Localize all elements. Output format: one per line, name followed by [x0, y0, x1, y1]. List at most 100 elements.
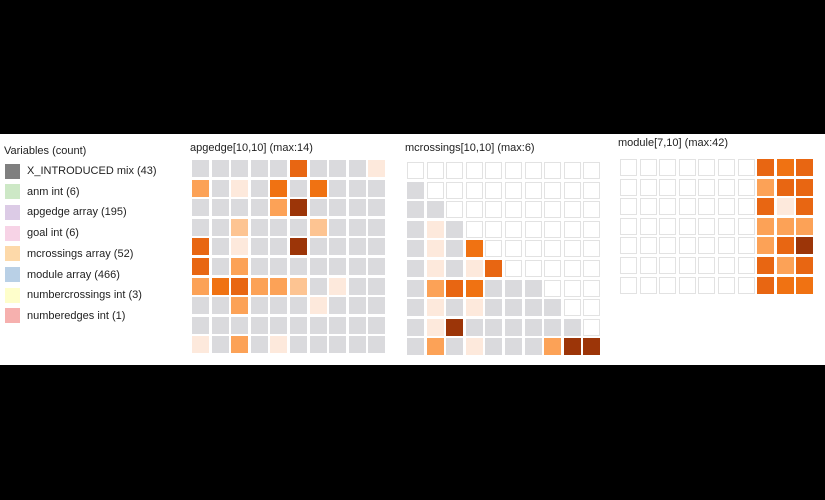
- heatmap-cell: [563, 279, 581, 297]
- heatmap-cell: [524, 338, 542, 356]
- heatmap-cell: [407, 201, 424, 219]
- heatmap-cell: [485, 279, 503, 297]
- heatmap-cell: [485, 162, 503, 179]
- heatmap-cell: [639, 237, 657, 255]
- heatmap-cell: [309, 218, 327, 236]
- legend-item: module array (466): [5, 266, 120, 284]
- heatmap-cell: [544, 240, 562, 258]
- heatmap-cell: [446, 299, 464, 317]
- heatmap-cell: [231, 238, 249, 256]
- heatmap-cell: [290, 277, 307, 295]
- heatmap-cell: [485, 260, 503, 277]
- heatmap-cell: [718, 198, 735, 216]
- heatmap-title-apgedge: apgedge[10,10] (max:14): [190, 142, 313, 154]
- heatmap-cell: [446, 162, 464, 179]
- heatmap-cell: [446, 338, 464, 356]
- heatmap-cell: [407, 181, 424, 199]
- heatmap-cell: [211, 316, 229, 334]
- heatmap-cell: [505, 240, 522, 258]
- heatmap-cell: [698, 198, 716, 216]
- heatmap-cell: [446, 318, 464, 336]
- heatmap-cell: [659, 257, 677, 274]
- heatmap-cell: [270, 199, 288, 217]
- heatmap-cell: [368, 218, 386, 236]
- heatmap-cell: [192, 199, 209, 217]
- heatmap-cell: [368, 199, 386, 217]
- heatmap-cell: [426, 162, 444, 179]
- heatmap-cell: [211, 238, 229, 256]
- heatmap-cell: [796, 276, 814, 294]
- heatmap-cell: [192, 238, 209, 256]
- heatmap-cell: [426, 318, 444, 336]
- heatmap-cell: [659, 198, 677, 216]
- heatmap-cell: [368, 336, 386, 354]
- heatmap-cell: [563, 318, 581, 336]
- heatmap-cell: [192, 258, 209, 275]
- heatmap-cell: [698, 217, 716, 235]
- heatmap-cell: [544, 299, 562, 317]
- heatmap-cell: [407, 318, 424, 336]
- heatmap-cell: [348, 179, 366, 197]
- heatmap-cell: [368, 316, 386, 334]
- heatmap-cell: [563, 338, 581, 356]
- heatmap-cell: [659, 178, 677, 196]
- heatmap-cell: [192, 179, 209, 197]
- heatmap-cell: [250, 199, 268, 217]
- heatmap-cell: [796, 217, 814, 235]
- heatmap-cell: [524, 318, 542, 336]
- heatmap-cell: [485, 201, 503, 219]
- heatmap-title-mcrossings: mcrossings[10,10] (max:6): [405, 142, 535, 154]
- heatmap-cell: [192, 336, 209, 354]
- heatmap-cell: [348, 218, 366, 236]
- heatmap-cell: [718, 237, 735, 255]
- heatmap-cell: [465, 220, 483, 238]
- heatmap-cell: [270, 277, 288, 295]
- heatmap-cell: [250, 160, 268, 177]
- heatmap-cell: [211, 336, 229, 354]
- heatmap-cell: [583, 318, 601, 336]
- heatmap-cell: [678, 237, 696, 255]
- heatmap-cell: [309, 199, 327, 217]
- legend-swatch: [5, 287, 20, 303]
- heatmap-cell: [659, 237, 677, 255]
- heatmap-cell: [524, 201, 542, 219]
- heatmap-cell: [348, 238, 366, 256]
- heatmap-cell: [757, 178, 775, 196]
- heatmap-cell: [309, 258, 327, 275]
- heatmap-cell: [737, 237, 755, 255]
- heatmap-cell: [583, 299, 601, 317]
- heatmap-cell: [192, 316, 209, 334]
- heatmap-cell: [348, 316, 366, 334]
- heatmap-cell: [583, 201, 601, 219]
- heatmap-cell: [544, 338, 562, 356]
- heatmap-cell: [524, 260, 542, 277]
- heatmap-cell: [620, 198, 637, 216]
- heatmap-cell: [348, 277, 366, 295]
- legend-item: numbercrossings int (3): [5, 286, 142, 304]
- heatmap-cell: [348, 258, 366, 275]
- legend-item: apgedge array (195): [5, 203, 127, 221]
- heatmap-cell: [329, 336, 347, 354]
- heatmap-cell: [426, 279, 444, 297]
- legend-item: mcrossings array (52): [5, 245, 133, 263]
- heatmap-cell: [544, 181, 562, 199]
- heatmap-cell: [776, 276, 794, 294]
- heatmap-cell: [250, 179, 268, 197]
- heatmap-cell: [329, 218, 347, 236]
- heatmap-cell: [231, 258, 249, 275]
- heatmap-cell: [505, 279, 522, 297]
- heatmap-cell: [329, 179, 347, 197]
- heatmap-cell: [544, 201, 562, 219]
- heatmap-cell: [446, 181, 464, 199]
- heatmap-cell: [309, 160, 327, 177]
- heatmap-cell: [270, 258, 288, 275]
- heatmap-cell: [446, 220, 464, 238]
- heatmap-cell: [465, 338, 483, 356]
- heatmap-cell: [698, 276, 716, 294]
- heatmap-cell: [505, 299, 522, 317]
- heatmap-cell: [757, 276, 775, 294]
- heatmap-cell: [231, 316, 249, 334]
- heatmap-cell: [485, 181, 503, 199]
- heatmap-cell: [505, 201, 522, 219]
- heatmap-cell: [211, 297, 229, 315]
